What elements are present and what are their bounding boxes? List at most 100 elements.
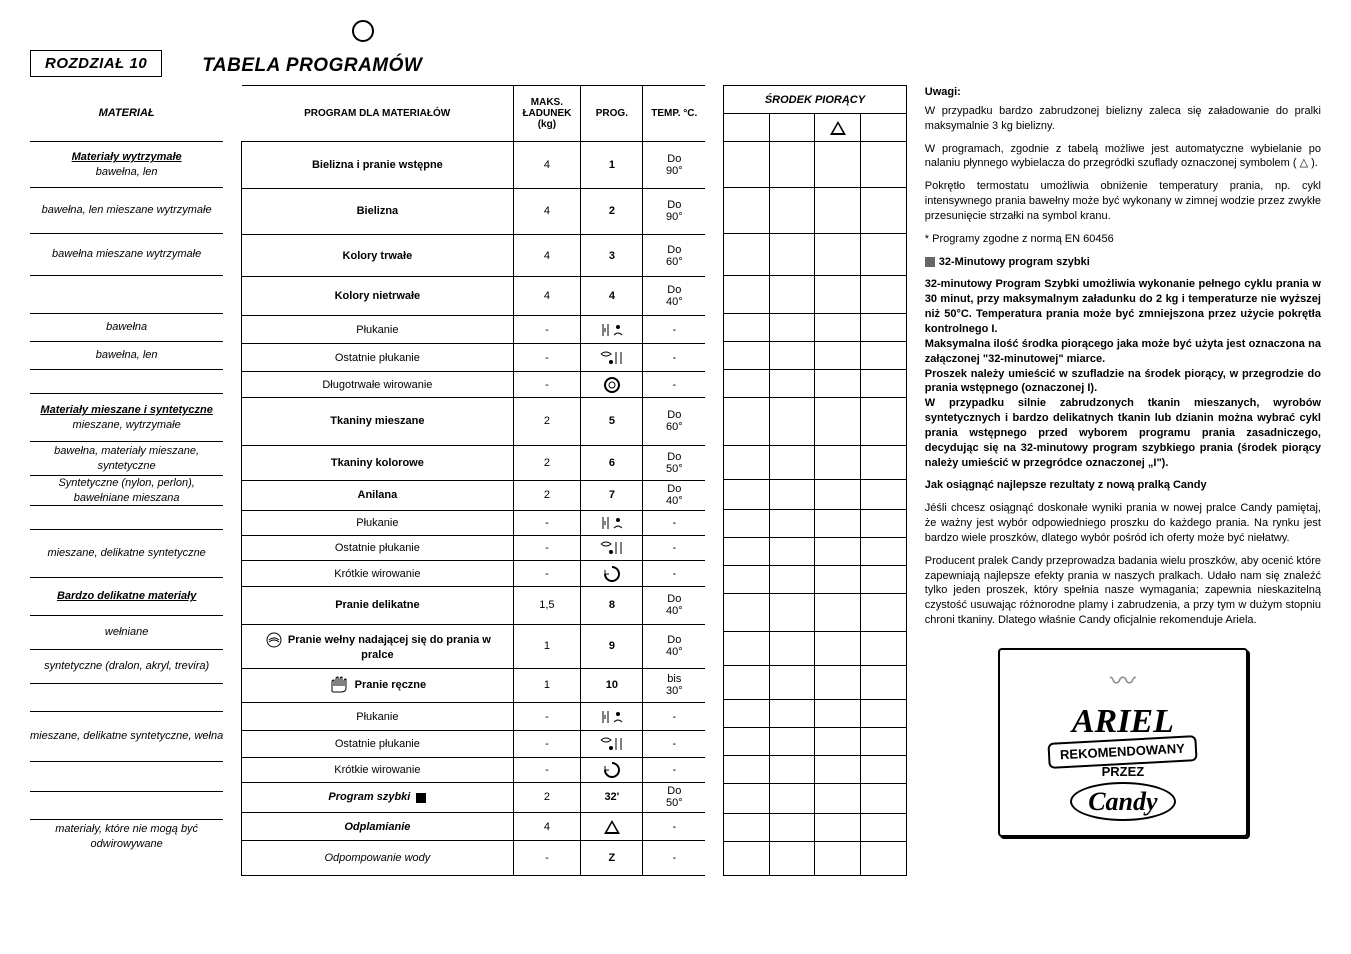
detergent-cell: [861, 666, 907, 700]
program-name: Anilana: [242, 480, 513, 510]
detergent-row: [724, 446, 907, 480]
detergent-cell: [815, 370, 861, 398]
program-name: Płukanie: [242, 702, 513, 730]
prog-cell: 5: [581, 397, 643, 446]
material-cell: [30, 761, 223, 791]
detergent-row: [724, 276, 907, 314]
detergent-cell: [815, 480, 861, 510]
material-cell: [30, 505, 223, 529]
detergent-cell: [769, 342, 815, 370]
detergent-cell: [815, 728, 861, 756]
material-cell: Syntetyczne (nylon, perlon), bawełniane …: [30, 475, 223, 505]
detergent-cell: [815, 594, 861, 632]
detergent-cell: [769, 398, 815, 446]
detergent-cell: [861, 446, 907, 480]
table-row: Pranie wełny nadającej się do prania w p…: [242, 625, 705, 668]
best-p1: Jéśli chcesz osiągnąć doskonałe wyniki p…: [925, 501, 1321, 546]
load-cell: -: [513, 315, 581, 343]
det-col-4: [861, 114, 907, 142]
detergent-cell: [724, 398, 770, 446]
detergent-cell: [724, 566, 770, 594]
detergent-cell: [769, 480, 815, 510]
detergent-cell: [724, 814, 770, 842]
detergent-cell: [815, 446, 861, 480]
quick-body: 32-minutowy Program Szybki umożliwia wyk…: [925, 277, 1321, 470]
prog-cell: [581, 702, 643, 730]
program-name: Krótkie wirowanie: [242, 757, 513, 782]
table-row: Krótkie wirowanie--: [242, 757, 705, 782]
notes-p4: * Programy zgodne z normą EN 60456: [925, 232, 1321, 247]
detergent-cell: [724, 314, 770, 342]
material-cell: [30, 791, 223, 819]
detergent-cell: [815, 784, 861, 814]
detergent-cell: [724, 510, 770, 538]
load-cell: -: [513, 372, 581, 397]
table-row: Płukanie--: [242, 510, 705, 535]
detergent-cell: [815, 188, 861, 234]
temp-cell: Do40°: [643, 625, 705, 668]
load-cell: 4: [513, 813, 581, 841]
detergent-row: [724, 538, 907, 566]
detergent-cell: [724, 446, 770, 480]
col-program: PROGRAM DLA MATERIAŁÓW: [242, 86, 513, 142]
program-name: Bielizna: [242, 188, 513, 235]
load-cell: 1,5: [513, 586, 581, 624]
detergent-cell: [724, 276, 770, 314]
load-cell: 1: [513, 668, 581, 702]
temp-cell: -: [643, 315, 705, 343]
detergent-cell: [769, 756, 815, 784]
chapter-label: ROZDZIAŁ 10: [30, 50, 162, 77]
program-name: Ostatnie płukanie: [242, 731, 513, 757]
prog-cell: 3: [581, 235, 643, 277]
program-name: Odplamianie: [242, 813, 513, 841]
table-row: Kolory trwałe43Do60°: [242, 235, 705, 277]
detergent-cell: [861, 398, 907, 446]
load-cell: -: [513, 757, 581, 782]
load-cell: -: [513, 561, 581, 586]
candy-logo: Candy: [1070, 782, 1175, 821]
material-cell: mieszane, delikatne syntetyczne: [30, 529, 223, 577]
temp-cell: -: [643, 702, 705, 730]
detergent-cell: [769, 188, 815, 234]
detergent-cell: [815, 398, 861, 446]
material-cell: Materiały mieszane i syntetycznemieszane…: [30, 393, 223, 441]
prog-cell: [581, 813, 643, 841]
load-cell: -: [513, 731, 581, 757]
temp-cell: bis30°: [643, 668, 705, 702]
detergent-cell: [861, 314, 907, 342]
detergent-row: [724, 784, 907, 814]
material-cell: Materiały wytrzymałebawełna, len: [30, 141, 223, 187]
detergent-cell: [815, 566, 861, 594]
temp-cell: Do50°: [643, 446, 705, 480]
detergent-cell: [724, 538, 770, 566]
prog-cell: [581, 344, 643, 372]
detergent-row: [724, 314, 907, 342]
detergent-cell: [815, 666, 861, 700]
material-cell: bawełna: [30, 313, 223, 341]
table-row: Ostatnie płukanie--: [242, 344, 705, 372]
det-col-1: [724, 114, 770, 142]
program-table: PROGRAM DLA MATERIAŁÓW MAKS. ŁADUNEK (kg…: [241, 85, 705, 876]
detergent-cell: [861, 234, 907, 276]
load-cell: -: [513, 536, 581, 561]
notes-p3: Pokrętło termostatu umożliwia obniżenie …: [925, 179, 1321, 224]
notes-heading: Uwagi:: [925, 85, 1321, 100]
load-cell: -: [513, 344, 581, 372]
load-cell: 2: [513, 397, 581, 446]
gray-square-icon: [925, 257, 935, 267]
detergent-cell: [769, 510, 815, 538]
detergent-cell: [861, 188, 907, 234]
detergent-cell: [724, 842, 770, 876]
material-cell: mieszane, delikatne syntetyczne, wełna: [30, 711, 223, 761]
detergent-cell: [861, 538, 907, 566]
detergent-cell: [724, 594, 770, 632]
detergent-cell: [769, 814, 815, 842]
detergent-cell: [815, 538, 861, 566]
detergent-cell: [815, 510, 861, 538]
detergent-cell: [815, 700, 861, 728]
program-name: Bielizna i pranie wstępne: [242, 142, 513, 189]
detergent-cell: [861, 700, 907, 728]
przez-label: PRZEZ: [1010, 763, 1236, 781]
temp-cell: -: [643, 372, 705, 397]
detergent-cell: [769, 632, 815, 666]
